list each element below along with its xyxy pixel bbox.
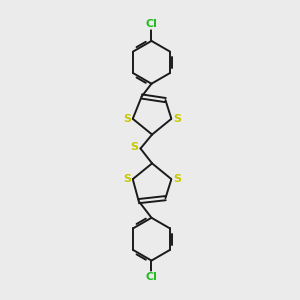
Text: S: S <box>130 142 138 152</box>
Text: Cl: Cl <box>146 272 158 282</box>
Text: S: S <box>173 174 181 184</box>
Text: S: S <box>123 114 131 124</box>
Text: S: S <box>173 114 181 124</box>
Text: Cl: Cl <box>146 19 158 29</box>
Text: S: S <box>123 174 131 184</box>
